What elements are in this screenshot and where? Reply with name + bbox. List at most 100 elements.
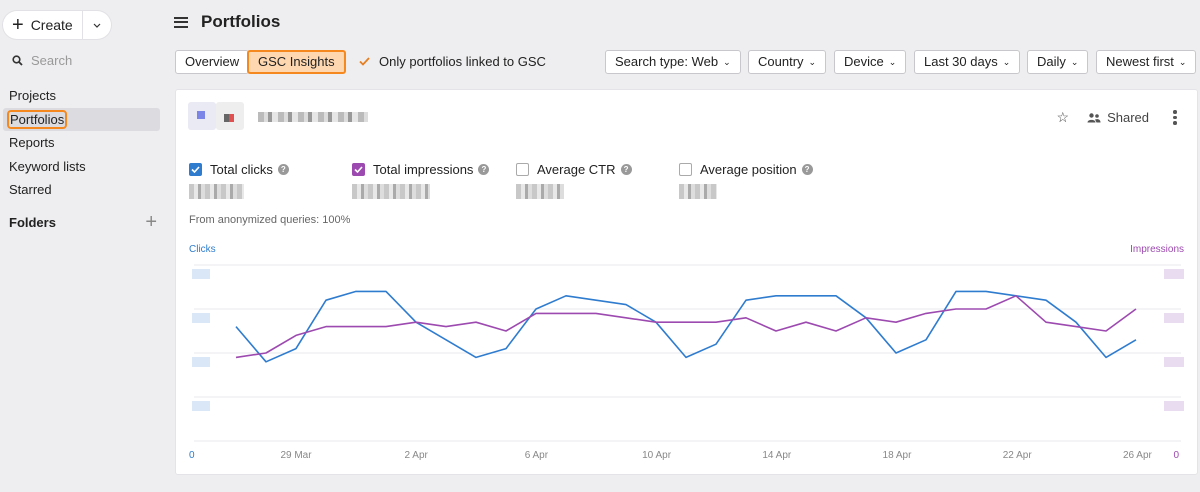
dropdown-label: Country — [758, 54, 804, 69]
metric-total-clicks: Total clicks ? — [189, 162, 289, 199]
sidebar: + Create Projects Portfolios Reports Key… — [0, 0, 168, 492]
favicon-image — [216, 102, 244, 130]
search-type-dropdown[interactable]: Search type: Web ⌄ — [605, 50, 741, 74]
right-axis-tick-redacted — [1164, 357, 1184, 367]
chevron-down-icon: ⌄ — [808, 57, 817, 67]
only-linked-label: Only portfolios linked to GSC — [379, 54, 546, 69]
right-axis-tick-redacted — [1164, 401, 1184, 411]
x-tick-label: 14 Apr — [762, 450, 792, 461]
sidebar-item-label: Portfolios — [6, 109, 68, 129]
sidebar-item-label: Starred — [9, 182, 52, 197]
country-dropdown[interactable]: Country ⌄ — [748, 50, 827, 74]
add-folder-icon[interactable]: + — [145, 211, 157, 233]
sort-dropdown[interactable]: Newest first ⌄ — [1096, 50, 1197, 74]
sidebar-item-keyword-lists[interactable]: Keyword lists — [3, 155, 160, 179]
sidebar-item-starred[interactable]: Starred — [3, 178, 160, 202]
portfolio-header — [188, 100, 368, 134]
series-line-impressions — [235, 294, 1137, 359]
x-tick-label: 22 Apr — [1003, 450, 1033, 461]
folders-section: Folders + — [9, 211, 157, 233]
page-title: Portfolios — [201, 12, 281, 31]
average-ctr-checkbox[interactable] — [516, 163, 529, 176]
right-axis-tick-redacted — [1164, 313, 1184, 323]
sidebar-item-portfolios[interactable]: Portfolios — [3, 107, 160, 131]
metric-value-redacted — [352, 184, 430, 199]
search-icon — [12, 55, 23, 66]
chart-grid — [194, 264, 1181, 442]
total-impressions-checkbox[interactable] — [352, 163, 365, 176]
y-axis-labels — [192, 269, 1184, 411]
chevron-down-icon: ⌄ — [888, 57, 897, 67]
create-dropdown-button[interactable] — [83, 23, 111, 28]
chevron-down-icon: ⌄ — [723, 57, 731, 67]
average-position-checkbox[interactable] — [679, 163, 692, 176]
menu-icon[interactable] — [174, 16, 188, 28]
portfolio-favicons — [188, 100, 244, 134]
left-axis-tick-redacted — [192, 357, 210, 367]
toolbar: Overview GSC Insights Only portfolios li… — [175, 50, 1200, 74]
right-axis-title: Impressions — [1130, 244, 1184, 255]
help-icon[interactable]: ? — [620, 164, 632, 175]
x-tick-label: 18 Apr — [883, 450, 913, 461]
portfolio-card: ☆ Shared Total clicks ? Total impression… — [175, 89, 1198, 475]
card-actions: ☆ Shared — [1057, 109, 1177, 126]
tab-overview[interactable]: Overview — [175, 50, 250, 74]
dropdown-label: Last 30 days — [924, 54, 998, 69]
chevron-down-icon: ⌄ — [1178, 57, 1187, 67]
x-tick-label: 6 Apr — [525, 450, 549, 461]
x-tick-label: 26 Apr — [1123, 450, 1153, 461]
dropdown-label: Search type: Web — [615, 54, 719, 69]
metric-value-redacted — [516, 184, 564, 199]
shared-button[interactable]: Shared — [1087, 110, 1149, 125]
date-range-dropdown[interactable]: Last 30 days ⌄ — [914, 50, 1021, 74]
sidebar-item-label: Keyword lists — [9, 158, 86, 174]
only-linked-checkbox[interactable] — [358, 55, 371, 68]
device-dropdown[interactable]: Device ⌄ — [834, 50, 907, 74]
help-icon[interactable]: ? — [801, 164, 813, 175]
left-axis-tick-redacted — [192, 269, 210, 279]
favicon-image — [188, 102, 216, 130]
tab-gsc-insights[interactable]: GSC Insights — [247, 50, 346, 74]
chart-lines — [235, 290, 1137, 363]
checkmark-icon — [354, 166, 363, 173]
metric-value-redacted — [189, 184, 244, 199]
metric-label: Average CTR — [537, 162, 616, 177]
right-axis-tick-redacted — [1164, 269, 1184, 279]
more-options-icon[interactable] — [1173, 110, 1177, 125]
anonymized-note: From anonymized queries: 100% — [189, 214, 351, 226]
chevron-down-icon: ⌄ — [1070, 57, 1079, 67]
series-line-clicks — [235, 290, 1137, 363]
clicks-impressions-chart: 0 0 29 Mar 2 Apr 6 Apr 10 Apr 14 Apr 18 Apr 22 A… — [189, 264, 1184, 461]
left-axis-tick-redacted — [192, 401, 210, 411]
x-tick-label: 2 Apr — [405, 450, 429, 461]
help-icon[interactable]: ? — [277, 164, 289, 175]
dropdown-label: Newest first — [1106, 54, 1174, 69]
metric-total-impressions: Total impressions ? — [352, 162, 490, 199]
total-clicks-checkbox[interactable] — [189, 163, 202, 176]
portfolio-name-redacted[interactable] — [258, 112, 368, 122]
metric-label: Total impressions — [373, 162, 474, 177]
dropdown-label: Device — [844, 54, 884, 69]
metric-average-position: Average position ? — [679, 162, 813, 199]
chevron-down-icon: ⌄ — [1002, 57, 1011, 67]
sidebar-item-reports[interactable]: Reports — [3, 131, 160, 155]
left-axis-title: Clicks — [189, 244, 216, 255]
search-input[interactable] — [31, 53, 151, 68]
x-tick-label: 29 Mar — [280, 450, 312, 461]
x-axis-labels: 0 0 29 Mar 2 Apr 6 Apr 10 Apr 14 Apr 18 Apr 22 A… — [189, 450, 1179, 461]
folders-label: Folders — [9, 214, 56, 230]
sidebar-item-label: Reports — [9, 135, 55, 150]
metric-label: Average position — [700, 162, 797, 177]
granularity-dropdown[interactable]: Daily ⌄ — [1027, 50, 1089, 74]
help-icon[interactable]: ? — [478, 164, 490, 175]
only-linked-filter: Only portfolios linked to GSC — [358, 54, 546, 69]
star-icon[interactable]: ☆ — [1056, 109, 1070, 125]
create-button[interactable]: + Create — [3, 11, 83, 39]
metric-value-redacted — [679, 184, 717, 199]
sidebar-item-label: Projects — [9, 88, 56, 103]
create-label: Create — [30, 17, 73, 33]
metric-label: Total clicks — [210, 162, 273, 177]
metric-average-ctr: Average CTR ? — [516, 162, 632, 199]
sidebar-item-projects[interactable]: Projects — [3, 84, 160, 108]
create-button-group: + Create — [3, 11, 111, 39]
